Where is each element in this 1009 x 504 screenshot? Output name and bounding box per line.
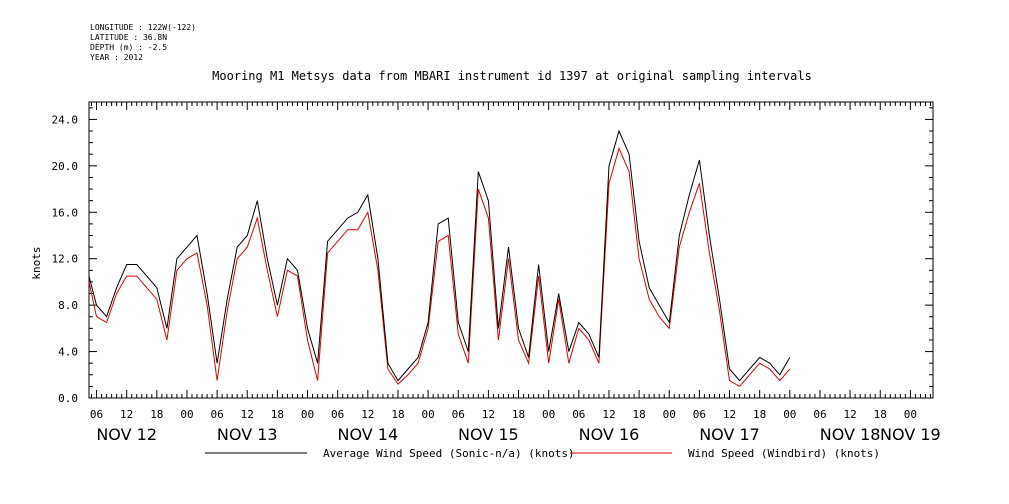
x-hour-label: 12: [241, 408, 254, 421]
x-hour-label: 00: [421, 408, 434, 421]
x-day-label: NOV 14: [337, 425, 398, 444]
x-hour-label: 06: [693, 408, 706, 421]
x-hour-label: 00: [663, 408, 676, 421]
x-hour-label: 18: [271, 408, 284, 421]
header-latitude: LATITUDE : 36.8N: [90, 33, 167, 42]
y-tick-label: 24.0: [52, 113, 79, 126]
series-average-wind-speed: [88, 129, 791, 382]
x-hour-label: 18: [512, 408, 525, 421]
series-lines: [88, 129, 791, 388]
y-tick-label: 12.0: [52, 253, 79, 266]
x-hour-label: 06: [90, 408, 103, 421]
legend-black-label: Average Wind Speed (Sonic-n/a) (knots): [323, 447, 575, 460]
x-hour-label: 12: [602, 408, 615, 421]
x-hour-label: 06: [813, 408, 826, 421]
x-hour-label: 12: [482, 408, 495, 421]
x-hour-label: 18: [874, 408, 887, 421]
x-hour-label: 12: [361, 408, 374, 421]
y-tick-label: 8.0: [58, 299, 78, 312]
x-day-label: NOV 18: [820, 425, 881, 444]
x-hour-label: 06: [210, 408, 223, 421]
x-hour-label: 18: [391, 408, 404, 421]
x-hour-label: 18: [753, 408, 766, 421]
x-day-label: NOV 15: [458, 425, 519, 444]
x-day-label: NOV 16: [579, 425, 640, 444]
x-hour-label: 12: [120, 408, 133, 421]
y-tick-label: 4.0: [58, 346, 78, 359]
axis-ticks: 0.0 4.0 8.0 12.0 16.0 20.0 24.0 06 12 18 00 06 12 18 0…: [52, 102, 941, 444]
x-hour-label: 12: [843, 408, 856, 421]
x-hour-label: 06: [572, 408, 585, 421]
y-axis-label: knots: [30, 246, 43, 279]
x-hour-label: 00: [180, 408, 193, 421]
x-hour-label: 00: [542, 408, 555, 421]
x-day-label: NOV 12: [96, 425, 157, 444]
y-tick-label: 0.0: [58, 392, 78, 405]
x-day-label: NOV 13: [217, 425, 278, 444]
x-hour-label: 18: [150, 408, 163, 421]
x-hour-label: 12: [723, 408, 736, 421]
x-hour-label: 00: [904, 408, 917, 421]
x-hour-label: 00: [301, 408, 314, 421]
x-hour-label: 06: [452, 408, 465, 421]
plot-frame: [88, 101, 934, 399]
legend-red-label: Wind Speed (Windbird) (knots): [688, 447, 880, 460]
x-hour-label: 18: [632, 408, 645, 421]
header-longitude: LONGITUDE : 122W(-122): [90, 23, 196, 32]
x-day-label: NOV 19: [880, 425, 941, 444]
x-day-label: NOV 17: [699, 425, 760, 444]
header-year: YEAR : 2012: [90, 53, 143, 62]
series-windbird-wind-speed: [88, 146, 791, 388]
y-tick-label: 20.0: [52, 160, 79, 173]
header-depth: DEPTH (m) : -2.5: [90, 43, 167, 52]
y-tick-label: 16.0: [52, 206, 79, 219]
x-hour-label: 00: [783, 408, 796, 421]
x-hour-label: 06: [331, 408, 344, 421]
chart-title: Mooring M1 Metsys data from MBARI instru…: [212, 69, 812, 83]
